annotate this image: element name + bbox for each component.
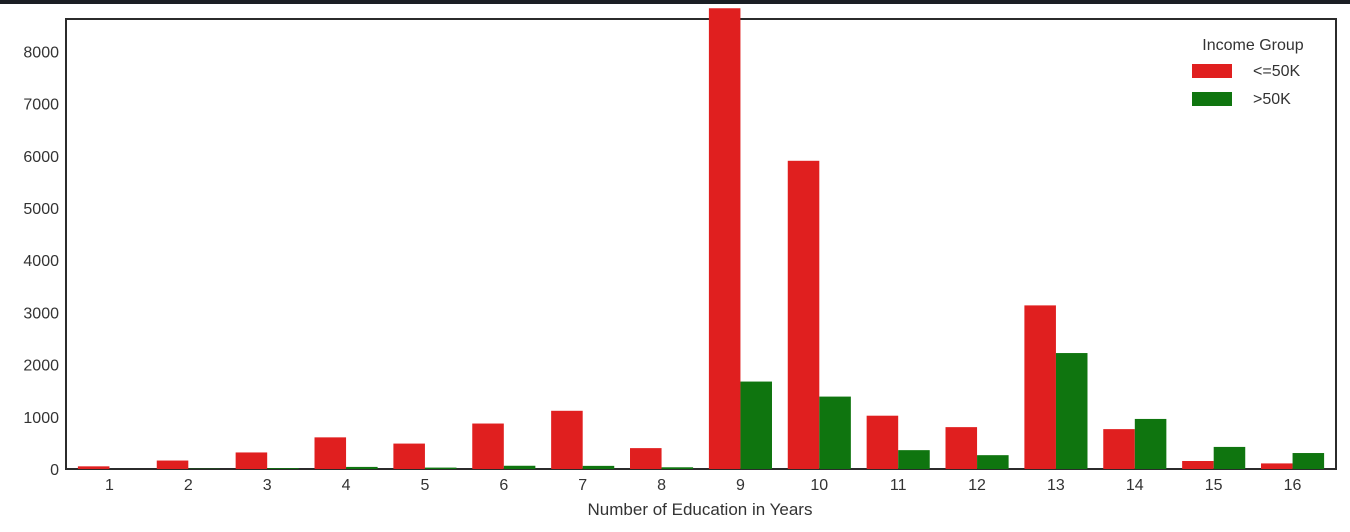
bar-series-1-3 [235, 452, 268, 469]
bar-series-2-4 [346, 466, 378, 469]
bar-series-2-3 [267, 468, 299, 469]
bar-series-1-16 [1261, 463, 1293, 469]
window-top-border [0, 0, 1350, 4]
bar-series-1-9 [708, 8, 741, 469]
bar-series-1-4 [314, 437, 347, 469]
x-tick-label: 16 [1284, 477, 1302, 494]
bar-series-2-8 [661, 467, 694, 469]
x-tick-label: 9 [736, 477, 745, 494]
x-axis-title: Number of Education in Years [588, 500, 813, 519]
bar-series-1-6 [472, 423, 504, 469]
bar-series-2-7 [582, 465, 615, 469]
bar-series-2-9 [740, 381, 772, 469]
bar-series-2-11 [898, 450, 930, 469]
bar-series-1-11 [866, 415, 899, 469]
bar-series-2-14 [1134, 418, 1167, 469]
y-tick-label: 2000 [23, 358, 59, 375]
x-tick-label: 5 [420, 477, 429, 494]
x-axis-ticks: 1 2 3 4 5 6 7 8 9 10 11 12 13 14 15 16 [105, 477, 1302, 494]
y-tick-label: 1000 [23, 410, 59, 427]
bar-series-1-10 [787, 160, 820, 470]
x-tick-label: 4 [342, 477, 351, 494]
y-tick-label: 6000 [23, 149, 59, 166]
y-tick-label: 4000 [23, 253, 59, 270]
legend-label-series-1: <=50K [1253, 63, 1300, 80]
y-tick-label: 3000 [23, 305, 59, 322]
x-tick-label: 10 [810, 477, 828, 494]
bar-series-1-13 [1024, 305, 1056, 469]
x-tick-label: 14 [1126, 477, 1144, 494]
bar-series-1-12 [945, 427, 978, 469]
bar-series-2-6 [503, 465, 536, 469]
bar-series-2-5 [424, 467, 457, 469]
bar-series-1-15 [1182, 461, 1214, 469]
bar-series-1-2 [156, 460, 189, 469]
bar-series-1-8 [630, 448, 662, 469]
y-tick-label: 5000 [23, 201, 59, 218]
legend-title: Income Group [1202, 37, 1303, 54]
bar-series-2-13 [1055, 353, 1088, 469]
x-tick-label: 1 [105, 477, 114, 494]
bar-series-2-12 [977, 455, 1009, 469]
x-tick-label: 12 [968, 477, 986, 494]
y-axis-ticks: 0 1000 2000 3000 4000 5000 6000 7000 8000 [23, 44, 59, 479]
bar-series-2-15 [1213, 446, 1246, 469]
y-tick-label: 8000 [23, 44, 59, 61]
bar-series-2-16 [1292, 453, 1325, 469]
x-tick-label: 13 [1047, 477, 1065, 494]
bar-series-2-10 [819, 396, 851, 469]
legend: Income Group <=50K >50K [1192, 37, 1304, 108]
x-tick-label: 8 [657, 477, 666, 494]
y-tick-label: 0 [50, 462, 59, 479]
plot-frame [65, 18, 1337, 470]
bars [77, 8, 1325, 470]
x-tick-label: 11 [890, 477, 907, 494]
bar-series-1-1 [77, 466, 110, 469]
x-tick-label: 3 [263, 477, 272, 494]
y-tick-label: 7000 [23, 97, 59, 114]
legend-swatch-series-2 [1192, 92, 1232, 106]
bar-series-1-14 [1103, 429, 1135, 469]
legend-label-series-2: >50K [1253, 91, 1291, 108]
bar-series-1-7 [551, 410, 583, 469]
x-tick-label: 15 [1205, 477, 1223, 494]
x-tick-label: 2 [184, 477, 193, 494]
bar-series-1-5 [393, 443, 425, 469]
x-tick-label: 7 [578, 477, 587, 494]
x-tick-label: 6 [499, 477, 508, 494]
legend-swatch-series-1 [1192, 64, 1232, 78]
